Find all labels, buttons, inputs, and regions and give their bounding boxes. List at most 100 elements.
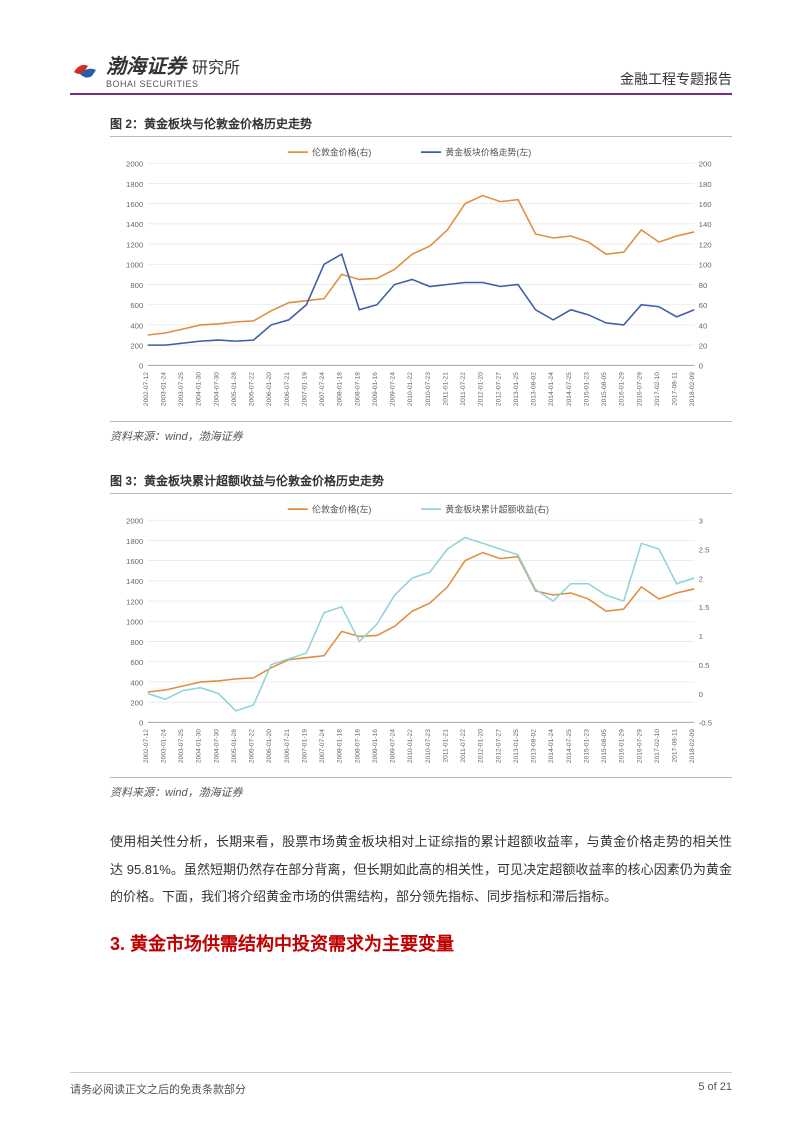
svg-text:2016-01-29: 2016-01-29 — [619, 372, 626, 406]
svg-text:2009-01-16: 2009-01-16 — [372, 372, 379, 406]
figure-3-block: 图 3：黄金板块累计超额收益与伦敦金价格历史走势 0 200 400 600 800 1 0… — [110, 472, 732, 801]
svg-text:1200: 1200 — [126, 240, 144, 249]
svg-text:2011-07-22: 2011-07-22 — [460, 372, 467, 406]
svg-text:2017-02-10: 2017-02-10 — [654, 728, 661, 762]
svg-text:1.5: 1.5 — [699, 603, 710, 612]
section-3-heading: 3. 黄金市场供需结构中投资需求为主要变量 — [110, 930, 732, 956]
svg-text:2018-02-09: 2018-02-09 — [689, 372, 696, 406]
svg-text:2: 2 — [699, 574, 703, 583]
svg-text:2008-01-18: 2008-01-18 — [337, 372, 344, 406]
svg-text:2006-07-21: 2006-07-21 — [284, 372, 291, 406]
svg-text:0.5: 0.5 — [699, 661, 710, 670]
svg-text:2005-01-28: 2005-01-28 — [231, 372, 238, 406]
svg-text:2008-07-18: 2008-07-18 — [354, 372, 361, 406]
company-name-en: BOHAI SECURITIES — [106, 79, 240, 89]
svg-text:0: 0 — [139, 718, 144, 727]
svg-text:2004-07-30: 2004-07-30 — [213, 372, 220, 406]
svg-text:2005-07-22: 2005-07-22 — [249, 372, 256, 406]
svg-text:2007-07-24: 2007-07-24 — [319, 372, 326, 406]
svg-text:2003-01-24: 2003-01-24 — [160, 372, 167, 406]
svg-text:2013-01-25: 2013-01-25 — [513, 372, 520, 406]
svg-text:2003-07-25: 2003-07-25 — [178, 372, 185, 406]
svg-text:2006-07-21: 2006-07-21 — [284, 728, 291, 762]
svg-text:2012-07-27: 2012-07-27 — [495, 372, 502, 406]
svg-text:2014-07-25: 2014-07-25 — [566, 728, 573, 762]
svg-text:伦敦金价格(右): 伦敦金价格(右) — [312, 146, 371, 157]
svg-text:800: 800 — [130, 638, 144, 647]
svg-text:2009-01-16: 2009-01-16 — [372, 728, 379, 762]
svg-text:400: 400 — [130, 321, 144, 330]
svg-text:2012-01-20: 2012-01-20 — [478, 728, 485, 762]
svg-text:2015-08-05: 2015-08-05 — [601, 728, 608, 762]
svg-text:0: 0 — [699, 362, 704, 371]
figure-3-source: 资料来源：wind，渤海证券 — [110, 784, 732, 800]
svg-text:2018-02-09: 2018-02-09 — [689, 728, 696, 762]
footer-disclaimer: 请务必阅读正文之后的免责条款部分 — [70, 1081, 246, 1097]
svg-text:2003-01-24: 2003-01-24 — [160, 728, 167, 762]
svg-text:200: 200 — [130, 698, 144, 707]
figure-2-title: 图 2：黄金板块与伦敦金价格历史走势 — [110, 115, 732, 137]
svg-text:1200: 1200 — [126, 597, 144, 606]
svg-text:2004-07-30: 2004-07-30 — [213, 728, 220, 762]
svg-text:120: 120 — [699, 240, 713, 249]
page-header: 渤海证券 研究所 BOHAI SECURITIES 金融工程专题报告 — [70, 50, 732, 95]
svg-text:800: 800 — [130, 281, 144, 290]
svg-text:2014-01-24: 2014-01-24 — [548, 372, 555, 406]
svg-text:600: 600 — [130, 301, 144, 310]
svg-text:1400: 1400 — [126, 577, 144, 586]
report-title: 金融工程专题报告 — [620, 69, 732, 89]
svg-text:1: 1 — [699, 632, 703, 641]
svg-text:2004-01-30: 2004-01-30 — [196, 728, 203, 762]
svg-text:1400: 1400 — [126, 220, 144, 229]
svg-text:600: 600 — [130, 658, 144, 667]
svg-text:2002-07-12: 2002-07-12 — [143, 728, 150, 762]
svg-text:40: 40 — [699, 321, 708, 330]
company-logo-icon — [70, 56, 98, 84]
svg-text:20: 20 — [699, 341, 708, 350]
svg-text:黄金板块价格走势(左): 黄金板块价格走势(左) — [445, 146, 531, 157]
svg-text:1600: 1600 — [126, 557, 144, 566]
svg-text:400: 400 — [130, 678, 144, 687]
svg-text:60: 60 — [699, 301, 708, 310]
svg-text:2016-07-29: 2016-07-29 — [636, 728, 643, 762]
svg-text:2012-01-20: 2012-01-20 — [478, 372, 485, 406]
svg-text:2011-01-21: 2011-01-21 — [442, 728, 449, 762]
svg-text:160: 160 — [699, 200, 713, 209]
svg-text:2005-01-28: 2005-01-28 — [231, 728, 238, 762]
svg-text:2013-01-25: 2013-01-25 — [513, 728, 520, 762]
figure-3-title: 图 3：黄金板块累计超额收益与伦敦金价格历史走势 — [110, 472, 732, 494]
svg-text:2010-01-22: 2010-01-22 — [407, 372, 414, 406]
dept-name: 研究所 — [192, 54, 240, 78]
svg-text:100: 100 — [699, 261, 713, 270]
svg-text:2010-01-22: 2010-01-22 — [407, 728, 414, 762]
figure-2-chart: 0200400600800100012001400160018002000020… — [110, 141, 732, 422]
svg-text:2007-01-19: 2007-01-19 — [301, 728, 308, 762]
svg-text:2016-07-29: 2016-07-29 — [636, 372, 643, 406]
page-footer: 请务必阅读正文之后的免责条款部分 5 of 21 — [70, 1072, 732, 1097]
svg-text:2002-07-12: 2002-07-12 — [143, 372, 150, 406]
svg-text:2015-01-23: 2015-01-23 — [583, 372, 590, 406]
company-name: 渤海证券 — [106, 50, 186, 79]
svg-text:2017-08-11: 2017-08-11 — [672, 728, 679, 762]
svg-text:1000: 1000 — [126, 261, 144, 270]
svg-text:-0.5: -0.5 — [699, 718, 712, 727]
svg-text:2016-01-29: 2016-01-29 — [619, 728, 626, 762]
svg-text:2017-02-10: 2017-02-10 — [654, 372, 661, 406]
svg-text:2009-07-24: 2009-07-24 — [390, 372, 397, 406]
body-paragraph: 使用相关性分析，长期来看，股票市场黄金板块相对上证综指的累计超额收益率，与黄金价… — [110, 828, 732, 910]
svg-text:200: 200 — [699, 160, 713, 169]
svg-text:2.5: 2.5 — [699, 545, 710, 554]
svg-text:2003-07-25: 2003-07-25 — [178, 728, 185, 762]
svg-text:2015-08-05: 2015-08-05 — [601, 372, 608, 406]
svg-text:2006-01-20: 2006-01-20 — [266, 372, 273, 406]
svg-text:0: 0 — [139, 362, 144, 371]
svg-text:180: 180 — [699, 180, 713, 189]
page-number: 5 of 21 — [698, 1081, 732, 1097]
logo-block: 渤海证券 研究所 BOHAI SECURITIES — [70, 50, 240, 89]
figure-3-chart: 0200400600800100012001400160018002000-0.… — [110, 498, 732, 779]
svg-text:1800: 1800 — [126, 180, 144, 189]
svg-text:2004-01-30: 2004-01-30 — [196, 372, 203, 406]
svg-text:2014-01-24: 2014-01-24 — [548, 728, 555, 762]
svg-text:2007-01-19: 2007-01-19 — [301, 372, 308, 406]
svg-text:2010-07-23: 2010-07-23 — [425, 372, 432, 406]
